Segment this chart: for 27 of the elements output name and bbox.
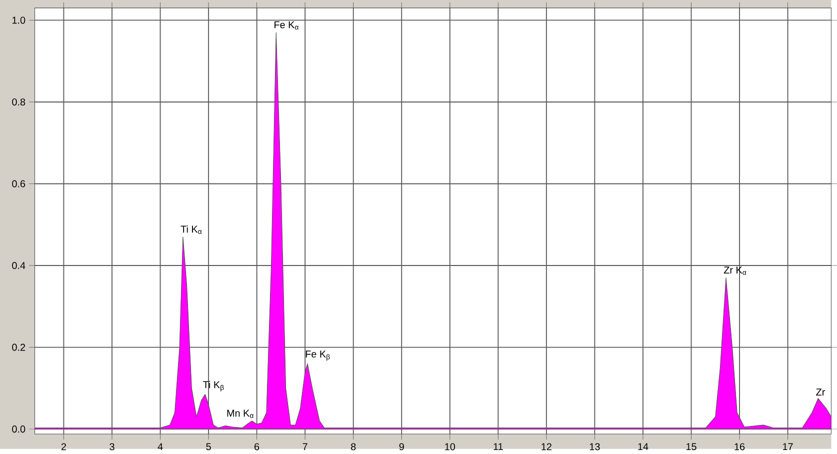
x-tick-label: 8 — [351, 443, 356, 450]
x-tick-label: 11 — [494, 443, 503, 450]
x-tick-label: 6 — [254, 443, 260, 450]
x-tick-label: 10 — [445, 443, 456, 450]
annotation: Fe K$_{β}$ — [306, 350, 330, 361]
x-tick-label: 5 — [206, 443, 211, 450]
x-tick-label: 2 — [61, 443, 66, 450]
x-tick-label: 7 — [302, 443, 308, 450]
annotation: Ti K$_{α}$ — [180, 226, 202, 234]
x-tick-label: 12 — [542, 443, 552, 450]
annotation: Mn K$_{α}$ — [227, 410, 254, 418]
x-tick-label: 13 — [590, 443, 600, 450]
x-tick-label: 15 — [686, 443, 696, 450]
annotation: Zr — [816, 388, 826, 396]
y-tick-label: 1.0 — [12, 16, 26, 24]
x-tick-label: 9 — [399, 443, 404, 450]
x-tick-label: 3 — [110, 443, 114, 450]
x-tick-label: 17 — [783, 443, 793, 450]
x-tick-label: 14 — [638, 443, 648, 450]
x-tick-label: 16 — [734, 443, 745, 450]
y-tick-label: 0.6 — [12, 180, 26, 188]
y-tick-label: 0.4 — [12, 262, 26, 270]
y-tick-label: 0.8 — [12, 98, 26, 106]
x-tick-label: 4 — [158, 443, 163, 450]
y-tick-label: 0.0 — [12, 426, 26, 433]
annotation: Fe K$_{α}$ — [274, 22, 299, 30]
y-tick-label: 0.2 — [12, 344, 26, 352]
